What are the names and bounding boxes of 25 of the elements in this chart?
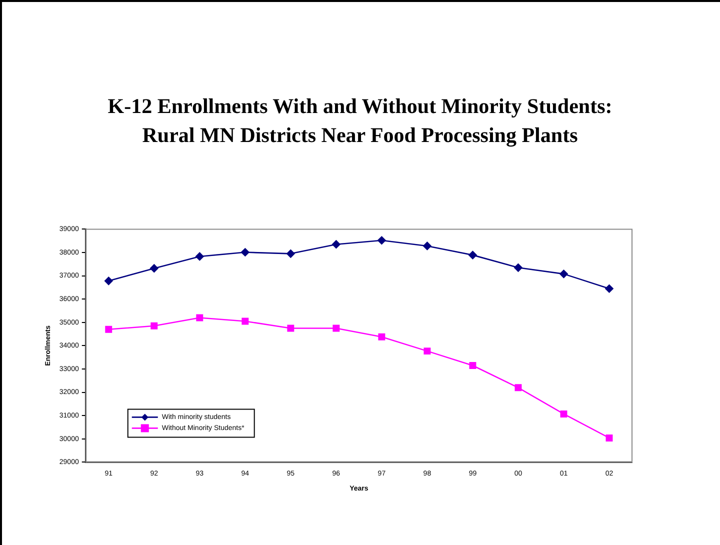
chart-title: K-12 Enrollments With and Without Minority Students: Rural MN Districts Near Food Processing Plants: [106, 93, 614, 149]
point: [105, 326, 112, 333]
point: [286, 250, 295, 258]
point: [424, 348, 431, 355]
point: [514, 384, 522, 392]
point: [332, 240, 340, 248]
point: [605, 284, 614, 293]
point: [560, 410, 568, 418]
point: [287, 324, 294, 332]
point: [423, 242, 432, 250]
point: [378, 236, 386, 245]
point: [332, 324, 340, 332]
point: [150, 264, 158, 272]
point: [560, 270, 568, 278]
point: [241, 248, 250, 256]
point: [469, 362, 476, 369]
point: [195, 252, 204, 261]
point: [242, 318, 249, 325]
point: [468, 250, 477, 260]
point: [104, 276, 113, 286]
point: [606, 434, 613, 442]
point: [150, 322, 158, 330]
point: [378, 333, 386, 340]
point: [514, 263, 522, 272]
point: [196, 314, 204, 322]
